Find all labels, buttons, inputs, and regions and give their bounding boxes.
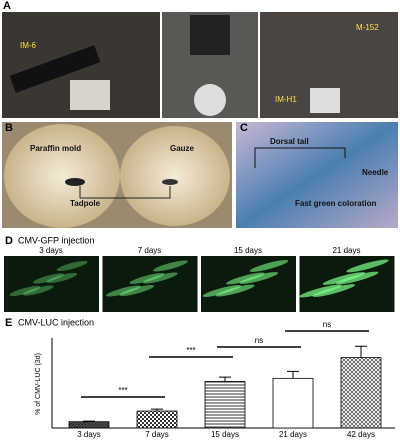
panel-letter: A [3, 0, 11, 12]
panel-letter: B [5, 122, 13, 134]
photo-label: Tadpole [70, 199, 101, 208]
error-bar [83, 420, 95, 422]
error-bar [287, 370, 299, 379]
fluorescence-signal [239, 272, 279, 284]
fluorescence-image [4, 256, 99, 312]
fluorescence-signal [249, 260, 289, 272]
photo-label: Needle [362, 168, 389, 177]
photo-label: Gauze [170, 144, 195, 153]
photo-detail [65, 178, 85, 186]
fluorescence-signal [226, 272, 265, 285]
photo-detail [120, 126, 230, 226]
x-tick-label: 7 days [145, 430, 169, 439]
photo-detail [310, 88, 340, 113]
photo-detail [194, 84, 226, 116]
error-bar [151, 408, 163, 412]
bracket [254, 147, 346, 168]
fluorescence-signal [336, 271, 379, 285]
photo-label: IM-H1 [275, 95, 297, 104]
fluorescence-signal [153, 260, 188, 272]
image-label: 15 days [234, 246, 262, 255]
fluorescence-signal [312, 284, 356, 297]
bar [204, 381, 246, 429]
error-bar [219, 376, 231, 382]
fluorescence-signal [46, 272, 78, 284]
panel-b: B Paraffin mold Gauze Tadpole [2, 122, 232, 228]
fluorescence-signal [215, 284, 255, 297]
panel-letter: E [5, 317, 12, 329]
panel-e: E CMV-LUC injection % of CMV-LUC (3d) [5, 317, 395, 429]
bar [136, 410, 178, 429]
panel-letter: C [240, 122, 248, 134]
x-tick-label: 21 days [279, 430, 307, 439]
photo-detail [162, 179, 178, 185]
fluorescence-signal [202, 285, 242, 297]
image-label: 7 days [138, 246, 162, 255]
x-tick-label: 15 days [211, 430, 239, 439]
y-axis-label: % of CMV-LUC (3d) [35, 353, 42, 415]
x-tick-label: 3 days [77, 430, 101, 439]
image-label: 21 days [332, 246, 360, 255]
photo-detail [4, 124, 120, 228]
photo-label: Fast green coloration [295, 199, 376, 208]
fluorescence-signal [322, 272, 366, 285]
fluorescence-signal [9, 285, 41, 297]
fluorescence-signal [142, 272, 178, 284]
significance-label: *** [118, 386, 127, 395]
fluorescence-image [102, 256, 198, 312]
pointer [79, 186, 171, 199]
fluorescence-signal [22, 285, 54, 296]
chart-title: CMV-LUC injection [18, 317, 94, 327]
photo-label: M-152 [356, 23, 379, 32]
image-label: 3 days [39, 246, 63, 255]
panel-letter: D [5, 235, 13, 247]
error-bar [355, 345, 367, 358]
bar [272, 377, 314, 429]
significance-label: *** [186, 346, 195, 355]
panel-title: CMV-GFP injection [18, 235, 94, 245]
photo-label: Dorsal tail [270, 137, 309, 146]
fluorescence-signal [106, 285, 141, 297]
fluorescence-signal [119, 285, 155, 297]
significance-label: ns [323, 320, 331, 329]
panel-d: D CMV-GFP injection 3 days 7 days 15 days 2… [4, 235, 395, 312]
panel-c: C Dorsal tail Needle Fast green colorati… [236, 122, 398, 228]
photo-detail [9, 45, 101, 93]
fluorescence-signal [346, 259, 389, 273]
photo [236, 122, 398, 228]
fluorescence-signal [129, 272, 165, 284]
photo-label: Paraffin mold [30, 144, 81, 153]
photo-detail [70, 80, 110, 110]
photo-detail [190, 15, 230, 55]
fluorescence-signal [56, 260, 88, 271]
bar [340, 357, 382, 429]
panel-a: A IM-6 M-152 IM-H1 [2, 0, 398, 118]
bar [68, 421, 110, 429]
photo-label: IM-6 [20, 41, 37, 50]
fluorescence-signal [33, 273, 64, 284]
fluorescence-signal [299, 284, 342, 298]
x-tick-label: 42 days [347, 430, 375, 439]
significance-label: ns [255, 336, 263, 345]
